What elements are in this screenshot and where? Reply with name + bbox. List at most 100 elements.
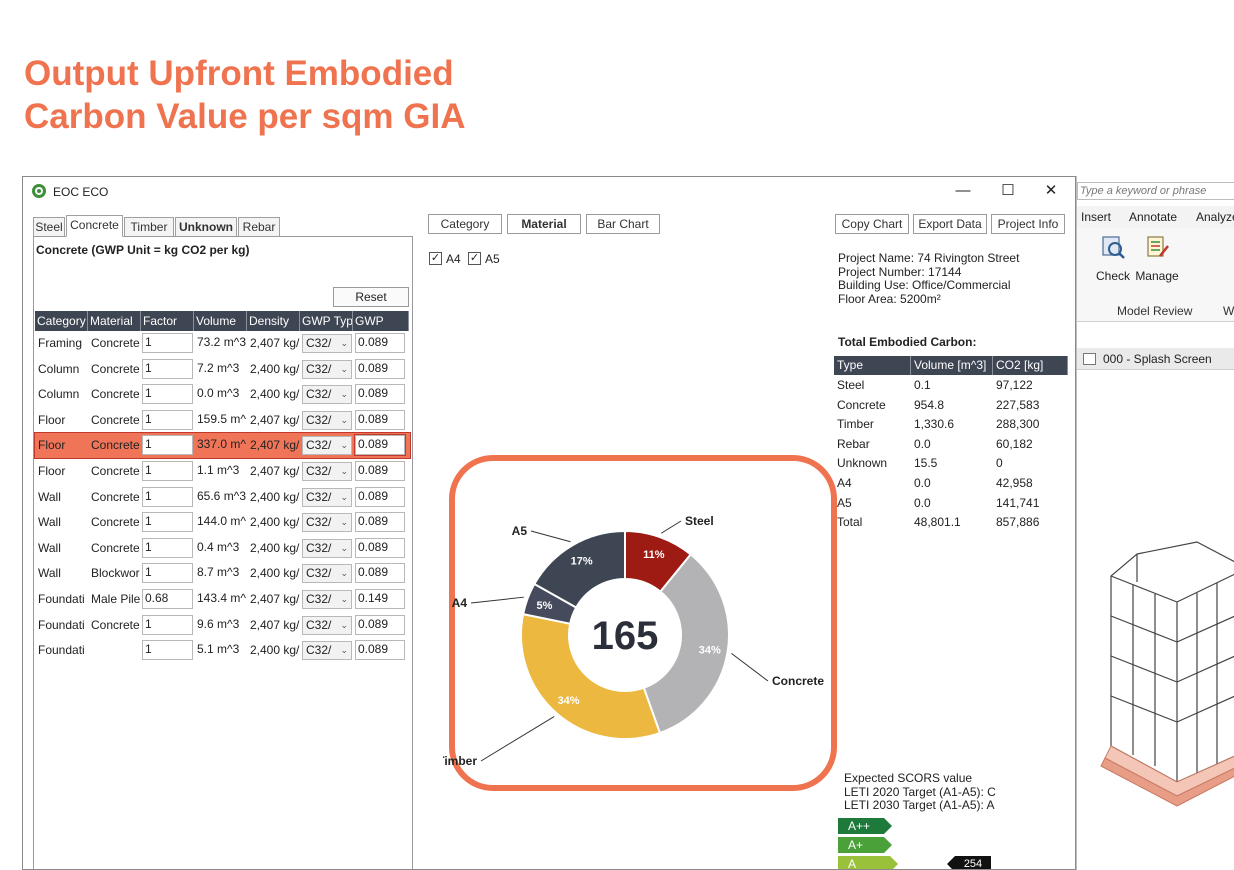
cell-density: 2,400 kg/ bbox=[250, 515, 300, 530]
gwp-input[interactable]: 0.089 bbox=[355, 409, 405, 430]
factor-input[interactable]: 1 bbox=[142, 563, 193, 584]
tab-concrete[interactable]: Concrete bbox=[66, 215, 123, 237]
tec-col-co2[interactable]: CO2 [kg] bbox=[993, 356, 1068, 375]
tab-timber[interactable]: Timber bbox=[124, 217, 174, 237]
revit-tab-annotate[interactable]: Annotate bbox=[1129, 210, 1178, 224]
gwp-type-dropdown[interactable]: C32/ ⌄ bbox=[302, 410, 352, 430]
factor-input[interactable]: 1 bbox=[142, 537, 193, 558]
col-density[interactable]: Density bbox=[247, 311, 300, 331]
revit-check-tool[interactable]: Check bbox=[1089, 234, 1137, 283]
tab-bar-chart-view[interactable]: Bar Chart bbox=[586, 214, 660, 234]
table-row[interactable]: Column Concrete 1 0.0 m^3 2,400 kg/C32/ ⌄ 0.08… bbox=[35, 382, 410, 407]
gwp-type-dropdown[interactable]: C32/ ⌄ bbox=[302, 538, 352, 558]
export-data-button[interactable]: Export Data bbox=[913, 214, 987, 234]
revit-tab-analyze[interactable]: Analyze bbox=[1196, 210, 1234, 224]
table-row[interactable]: Framing Concrete 1 73.2 m^3 2,407 kg/C32/ ⌄ 0.… bbox=[35, 331, 410, 356]
minimize-button[interactable]: — bbox=[955, 182, 971, 199]
table-row[interactable]: Foundati 1 5.1 m^3 2,400 kg/C32/ ⌄ 0.089 bbox=[35, 638, 410, 663]
gwp-type-value: C32/ bbox=[306, 412, 332, 427]
table-row[interactable]: Wall Concrete 1 144.0 m^ 2,400 kg/C32/ ⌄ 0.089 bbox=[35, 510, 410, 535]
table-row[interactable]: Wall Concrete 1 0.4 m^3 2,400 kg/C32/ ⌄ 0.089 bbox=[35, 536, 410, 561]
col-category[interactable]: Category bbox=[35, 311, 88, 331]
gwp-input[interactable]: 0.089 bbox=[355, 640, 405, 661]
copy-chart-button[interactable]: Copy Chart bbox=[835, 214, 909, 234]
maximize-button[interactable]: ☐ bbox=[1001, 182, 1015, 199]
donut-slice-a5[interactable] bbox=[533, 529, 626, 609]
table-row[interactable]: Floor Concrete 1 1.1 m^3 2,407 kg/C32/ ⌄ 0.089 bbox=[35, 459, 410, 484]
gwp-type-dropdown[interactable]: C32/ ⌄ bbox=[302, 564, 352, 584]
tab-material-view[interactable]: Material bbox=[507, 214, 581, 234]
cell-material: Concrete bbox=[91, 515, 140, 530]
gwp-type-dropdown[interactable]: C32/ ⌄ bbox=[302, 436, 352, 456]
factor-input[interactable]: 1 bbox=[142, 333, 193, 353]
gwp-input[interactable]: 0.149 bbox=[355, 589, 405, 609]
gwp-type-dropdown[interactable]: C32/ ⌄ bbox=[302, 641, 352, 661]
revit-manage-tool[interactable]: Manage bbox=[1133, 234, 1181, 283]
gwp-input[interactable]: 0.089 bbox=[355, 512, 405, 533]
table-row[interactable]: Wall Blockwor 1 8.7 m^3 2,400 kg/C32/ ⌄ 0.089 bbox=[35, 561, 410, 586]
checkbox-a5-mark[interactable]: ✓ bbox=[468, 252, 481, 265]
cell-category: Foundati bbox=[38, 592, 85, 606]
table-row[interactable]: Foundati Concrete 1 9.6 m^3 2,407 kg/C32/ ⌄ 0.… bbox=[35, 613, 410, 638]
tec-col-volume[interactable]: Volume [m^3] bbox=[911, 356, 993, 375]
revit-view-tab-label: 000 - Splash Screen bbox=[1103, 352, 1212, 366]
tab-steel[interactable]: Steel bbox=[33, 217, 65, 237]
factor-input[interactable]: 1 bbox=[142, 358, 193, 379]
factor-input[interactable]: 1 bbox=[142, 409, 193, 430]
gwp-type-dropdown[interactable]: C32/ ⌄ bbox=[302, 385, 352, 405]
revit-tab-insert[interactable]: Insert bbox=[1081, 210, 1112, 224]
rating-a-plus: A+ bbox=[838, 837, 892, 853]
donut-slice-timber[interactable] bbox=[520, 612, 662, 740]
close-button[interactable]: ✕ bbox=[1044, 182, 1058, 199]
table-row[interactable]: Floor Concrete 1 159.5 m^ 2,407 kg/C32/ ⌄ 0.08… bbox=[35, 408, 410, 433]
col-gwp-type[interactable]: GWP Typ bbox=[300, 311, 353, 331]
factor-input[interactable]: 1 bbox=[142, 384, 193, 405]
factor-input[interactable]: 1 bbox=[142, 435, 193, 456]
factor-input[interactable]: 1 bbox=[142, 461, 193, 481]
revit-view-tab[interactable]: 000 - Splash Screen bbox=[1077, 348, 1234, 370]
factor-input[interactable]: 0.68 bbox=[142, 589, 193, 609]
tab-rebar[interactable]: Rebar bbox=[238, 217, 280, 237]
tec-cell-co2: 60,182 bbox=[996, 436, 1033, 451]
embodied-carbon-donut-chart: 11% Steel 34% Concrete 34% Timber 5% A4 17% A5 16… bbox=[443, 514, 824, 767]
reset-button[interactable]: Reset bbox=[333, 287, 409, 307]
gwp-input[interactable]: 0.089 bbox=[355, 358, 405, 379]
table-row[interactable]: Floor Concrete 1 337.0 m^ 2,407 kg/C32/ ⌄ 0.08… bbox=[34, 432, 411, 460]
gwp-input[interactable]: 0.089 bbox=[355, 333, 405, 353]
factor-input[interactable]: 1 bbox=[142, 614, 193, 635]
gwp-type-dropdown[interactable]: C32/ ⌄ bbox=[302, 462, 352, 481]
factor-input[interactable]: 1 bbox=[142, 512, 193, 533]
tab-category-view[interactable]: Category bbox=[428, 214, 502, 234]
table-row[interactable]: Wall Concrete 1 65.6 m^3 2,400 kg/C32/ ⌄ 0.089 bbox=[35, 485, 410, 510]
chevron-down-icon: ⌄ bbox=[340, 619, 348, 630]
gwp-input[interactable]: 0.089 bbox=[355, 614, 405, 635]
gwp-type-dropdown[interactable]: C32/ ⌄ bbox=[302, 334, 352, 353]
col-volume[interactable]: Volume bbox=[194, 311, 247, 331]
gwp-type-dropdown[interactable]: C32/ ⌄ bbox=[302, 487, 352, 507]
checkbox-a4-mark[interactable]: ✓ bbox=[429, 252, 442, 265]
gwp-input[interactable]: 0.089 bbox=[355, 486, 405, 507]
factor-input[interactable]: 1 bbox=[142, 486, 193, 507]
table-row[interactable]: Foundati Male Pile 0.68 143.4 m^ 2,407 kg/C3… bbox=[35, 587, 410, 612]
col-gwp[interactable]: GWP bbox=[353, 311, 409, 331]
gwp-input[interactable]: 0.089 bbox=[355, 461, 405, 481]
title-bar: EOC ECO — ☐ ✕ bbox=[23, 177, 1075, 205]
gwp-type-dropdown[interactable]: C32/ ⌄ bbox=[302, 359, 352, 379]
tec-col-type[interactable]: Type bbox=[834, 356, 911, 375]
project-info-button[interactable]: Project Info bbox=[991, 214, 1065, 234]
gwp-input[interactable]: 0.089 bbox=[355, 384, 405, 405]
gwp-input[interactable]: 0.089 bbox=[355, 537, 405, 558]
table-row[interactable]: Column Concrete 1 7.2 m^3 2,400 kg/C32/ ⌄ 0.08… bbox=[35, 357, 410, 382]
cell-density: 2,407 kg/ bbox=[250, 336, 300, 350]
col-material[interactable]: Material bbox=[88, 311, 141, 331]
factor-input[interactable]: 1 bbox=[142, 640, 193, 661]
gwp-type-dropdown[interactable]: C32/ ⌄ bbox=[302, 513, 352, 533]
gwp-input[interactable]: 0.089 bbox=[354, 434, 406, 457]
gwp-type-dropdown[interactable]: C32/ ⌄ bbox=[302, 590, 352, 609]
col-factor[interactable]: Factor bbox=[141, 311, 194, 331]
gwp-type-dropdown[interactable]: C32/ ⌄ bbox=[302, 615, 352, 635]
gwp-input[interactable]: 0.089 bbox=[355, 563, 405, 584]
donut-slice-concrete[interactable] bbox=[642, 553, 730, 735]
tab-unknown[interactable]: Unknown bbox=[175, 217, 237, 237]
revit-search-input[interactable]: Type a keyword or phrase bbox=[1077, 182, 1234, 200]
